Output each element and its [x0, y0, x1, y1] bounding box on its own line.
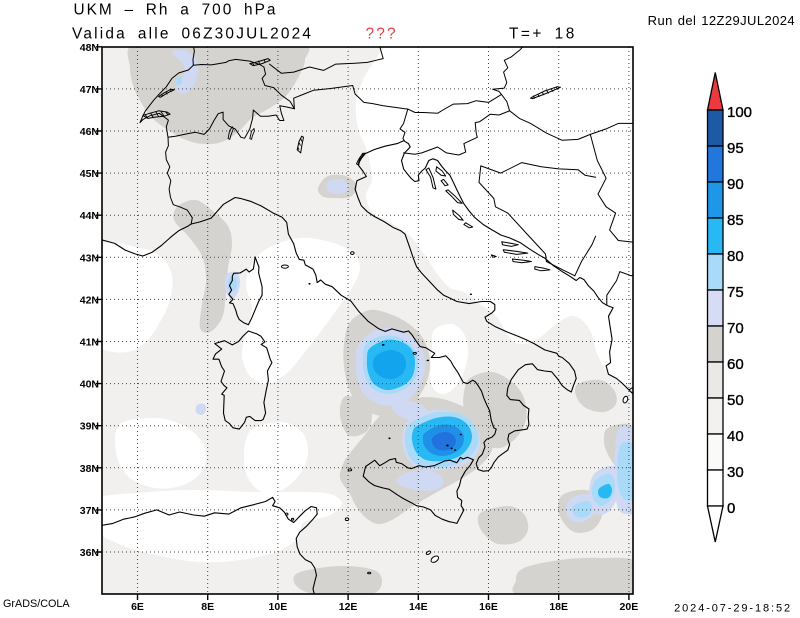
svg-text:10E: 10E — [269, 601, 288, 613]
svg-text:20E: 20E — [620, 601, 639, 613]
svg-text:36N: 36N — [80, 547, 99, 559]
svg-text:8E: 8E — [201, 601, 214, 613]
svg-text:50: 50 — [727, 392, 744, 409]
svg-text:47N: 47N — [80, 84, 99, 96]
svg-text:45N: 45N — [80, 168, 99, 180]
svg-text:2024-07-29-18:52: 2024-07-29-18:52 — [674, 603, 792, 615]
svg-text:42N: 42N — [80, 294, 99, 306]
svg-text:0: 0 — [727, 500, 735, 517]
svg-text:6E: 6E — [131, 601, 144, 613]
svg-text:41N: 41N — [80, 337, 99, 349]
svg-text:T=+ 18: T=+ 18 — [509, 25, 577, 42]
svg-text:40: 40 — [727, 428, 744, 445]
svg-text:60: 60 — [727, 356, 744, 373]
svg-text:UKM – Rh a 700 hPa: UKM – Rh a 700 hPa — [74, 2, 278, 19]
svg-text:100: 100 — [727, 104, 752, 121]
svg-text:40N: 40N — [80, 379, 99, 391]
svg-text:Run del 12Z29JUL2024: Run del 12Z29JUL2024 — [648, 13, 795, 28]
svg-text:75: 75 — [727, 284, 744, 301]
svg-text:70: 70 — [727, 320, 744, 337]
svg-text:GrADS/COLA: GrADS/COLA — [3, 598, 70, 610]
svg-text:90: 90 — [727, 176, 744, 193]
svg-text:48N: 48N — [80, 42, 99, 54]
svg-text:???: ??? — [366, 25, 398, 42]
svg-text:14E: 14E — [409, 601, 428, 613]
svg-text:30: 30 — [727, 464, 744, 481]
svg-text:Valida alle 06Z30JUL2024: Valida alle 06Z30JUL2024 — [72, 25, 313, 42]
svg-text:16E: 16E — [479, 601, 498, 613]
svg-text:43N: 43N — [80, 252, 99, 264]
svg-text:12E: 12E — [339, 601, 358, 613]
svg-text:95: 95 — [727, 140, 744, 157]
svg-text:80: 80 — [727, 248, 744, 265]
svg-text:46N: 46N — [80, 126, 99, 138]
svg-text:38N: 38N — [80, 463, 99, 475]
svg-text:85: 85 — [727, 212, 744, 229]
svg-text:44N: 44N — [80, 210, 99, 222]
svg-text:37N: 37N — [80, 505, 99, 517]
svg-text:18E: 18E — [549, 601, 568, 613]
svg-text:39N: 39N — [80, 421, 99, 433]
